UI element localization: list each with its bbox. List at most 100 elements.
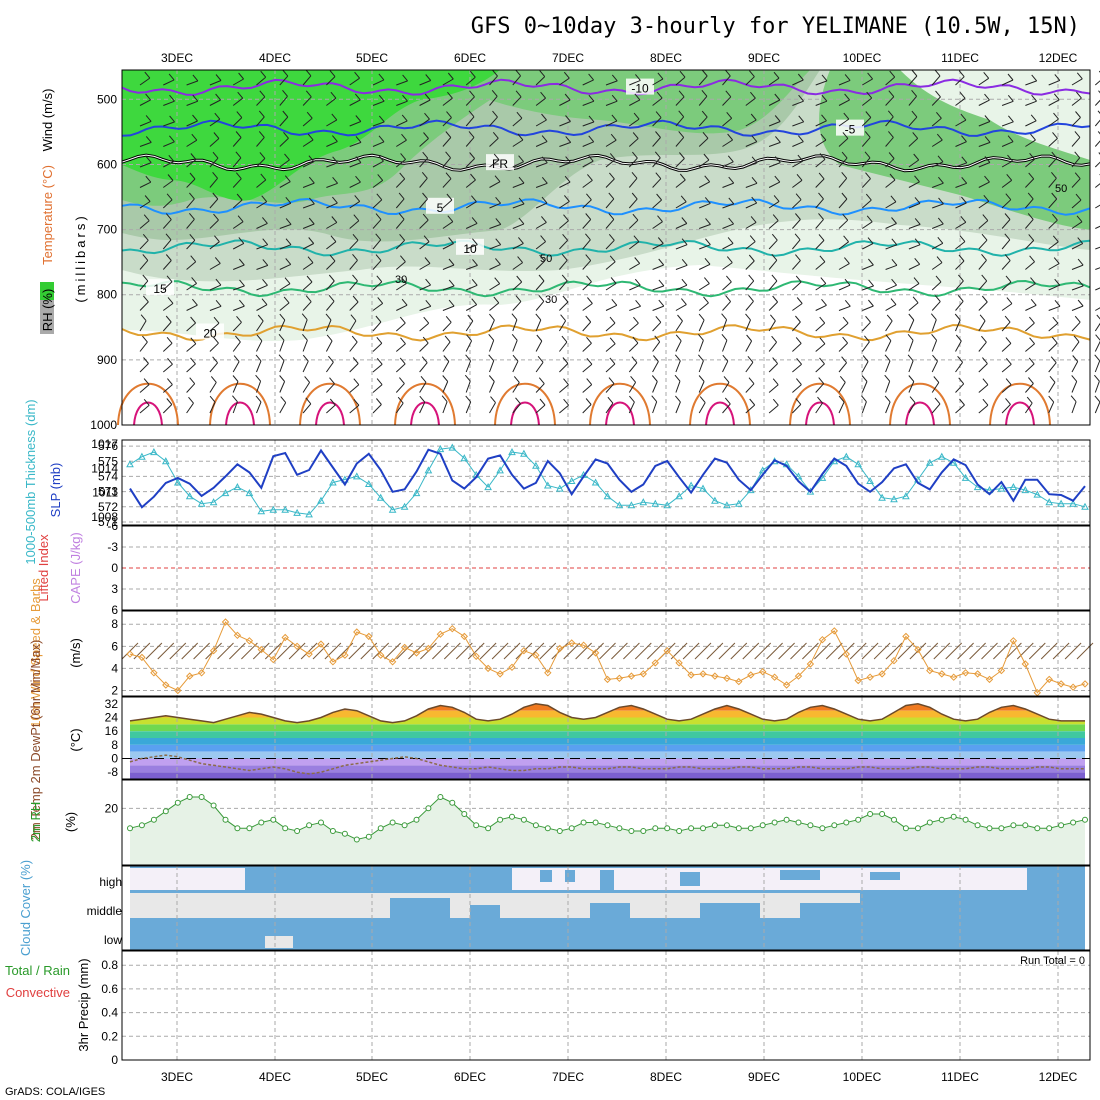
wind-barb — [908, 116, 918, 127]
wind10-point — [866, 673, 874, 681]
wind-barb — [512, 96, 522, 106]
wind-barb — [489, 402, 496, 414]
wind-barb-flag — [884, 354, 891, 362]
wind-barb — [885, 137, 894, 147]
wind-barb — [745, 97, 756, 106]
wind10-barb — [408, 642, 425, 660]
wind-barb-flag — [239, 299, 245, 307]
wind-barb-flag — [1028, 357, 1035, 365]
date-label-bottom: 6DEC — [454, 1070, 486, 1084]
wind-barb-flag — [961, 156, 968, 164]
high-cloud-block — [870, 872, 900, 880]
wind-barb — [1048, 79, 1060, 86]
wind-barb — [419, 157, 429, 168]
wind10-barb — [646, 642, 664, 660]
wind-barb — [1048, 198, 1058, 209]
wind-barb-flag — [142, 274, 149, 282]
temp-above-mask — [122, 697, 1090, 723]
wind-barb — [699, 244, 711, 250]
wind-barb — [349, 77, 360, 86]
wind-barb-flag — [188, 396, 194, 404]
rh-point — [413, 816, 420, 823]
wind-barb-flag — [375, 254, 382, 261]
rh-point — [986, 825, 993, 832]
thickness-point — [734, 499, 743, 507]
rh-point — [640, 828, 647, 834]
wind-barb-flag — [865, 193, 872, 201]
wind-barb-flag — [1029, 337, 1035, 345]
thickness-point — [364, 479, 373, 487]
wind-barb — [745, 383, 755, 393]
wind-barb-flag — [260, 70, 267, 78]
slp-tick: 1011 — [92, 486, 118, 500]
wind-barb-flag — [651, 375, 658, 382]
wind-barb-flag — [167, 297, 174, 304]
wind-barb-flag — [309, 197, 315, 205]
wind-barb — [489, 75, 498, 86]
wind-barb — [489, 116, 498, 127]
rh-point — [365, 833, 372, 840]
wind-barb — [838, 118, 850, 127]
wind-barb — [372, 281, 383, 291]
wind-barb — [1025, 178, 1035, 188]
wind-barb-flag — [515, 397, 521, 405]
wind-barb — [1048, 263, 1060, 270]
wind-barb — [256, 304, 268, 311]
wind-barb — [1048, 219, 1058, 229]
wind-barb — [279, 181, 291, 188]
wind-barb — [442, 264, 455, 270]
wind-barb-flag — [957, 355, 963, 363]
wind-barb-flag — [142, 233, 149, 241]
wind-barb — [442, 199, 453, 209]
wind-barb — [465, 222, 478, 229]
wind-barb — [372, 121, 385, 127]
wind-barb — [302, 301, 312, 311]
wind-barb — [512, 242, 524, 250]
surface-loop-30 — [705, 401, 735, 426]
wind-barb — [1025, 80, 1037, 86]
wind-barb — [908, 95, 917, 106]
wind-barb — [256, 284, 268, 291]
wind-barb-flag — [839, 375, 846, 383]
wind-barb-flag — [306, 275, 313, 283]
wind10-barb — [766, 642, 783, 660]
thickness-point — [376, 493, 385, 501]
wind-barb-flag — [958, 274, 964, 282]
rh-point — [688, 825, 695, 832]
wind-barb-flag — [653, 355, 659, 362]
thickness-point — [854, 460, 863, 468]
wind-barb-flag — [818, 234, 825, 241]
thickness-point — [723, 501, 731, 509]
wind-barb — [722, 340, 728, 352]
wind-barb-flag — [166, 398, 173, 405]
thickness-point — [484, 483, 492, 491]
wind-barb — [1071, 221, 1083, 229]
wind-barb-flag — [608, 233, 615, 241]
wind-barb-flag — [400, 337, 406, 345]
wind10-barb — [694, 642, 712, 660]
wind-barb — [745, 300, 754, 311]
wind-barb-flag — [886, 314, 893, 322]
wind-barb-flag — [1053, 93, 1060, 101]
wind-barb-flag — [376, 193, 383, 201]
wind-barb-flag — [679, 152, 685, 159]
wind-barb-flag — [630, 375, 636, 383]
thickness-point — [925, 458, 934, 466]
wind-barb-flag — [658, 279, 665, 287]
wind-barb — [442, 285, 455, 291]
high-cloud-block — [540, 870, 552, 882]
date-label-top: 6DEC — [454, 51, 486, 65]
temperature-contour — [121, 324, 1091, 342]
temp-tick: 32 — [105, 697, 119, 711]
wind-barb — [605, 322, 616, 332]
wind-barb-flag — [145, 115, 152, 122]
wind-barb — [279, 244, 292, 250]
wind10-barb — [312, 642, 330, 660]
wind-barb-flag — [355, 136, 362, 143]
thickness-point — [412, 489, 421, 497]
wind-barb-flag — [564, 93, 571, 101]
thickness-point — [997, 484, 1006, 492]
surface-loop-25 — [589, 382, 651, 426]
contour-label-bg — [456, 238, 484, 255]
wind-barb — [838, 382, 846, 393]
